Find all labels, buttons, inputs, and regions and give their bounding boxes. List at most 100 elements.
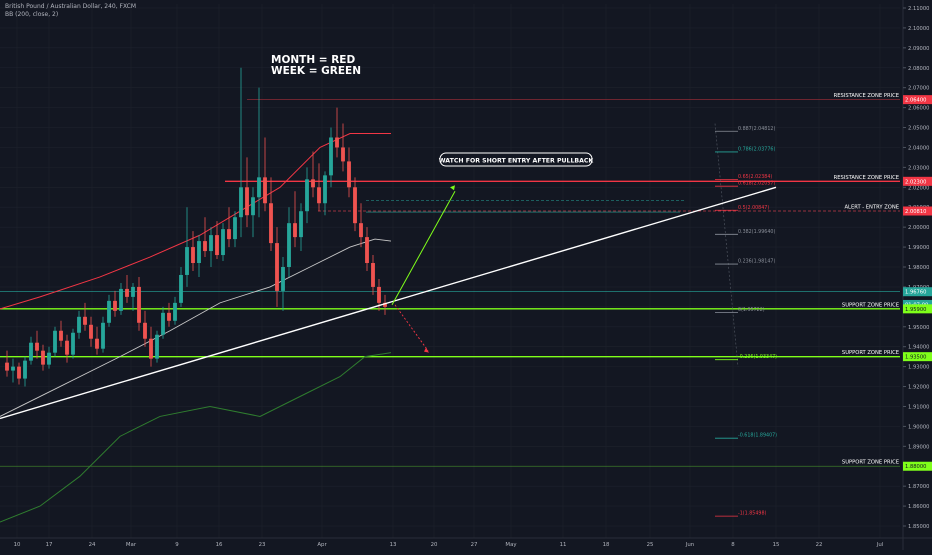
y-tick-label: 1.99000 bbox=[908, 245, 929, 251]
candle-body bbox=[17, 366, 21, 379]
y-tick-label: 1.91000 bbox=[908, 404, 929, 410]
candle-body bbox=[29, 342, 33, 361]
fib-level-label: 0.5(2.00847) bbox=[738, 205, 769, 211]
candle-body bbox=[65, 340, 69, 355]
candle-body bbox=[353, 187, 357, 224]
fib-level-label: -0.618(1.89407) bbox=[738, 433, 777, 439]
y-tick-label: 1.87000 bbox=[908, 484, 929, 490]
price-tag-label: 2.02300 bbox=[905, 179, 926, 185]
price-tag bbox=[903, 461, 932, 471]
candle-body bbox=[215, 235, 219, 256]
zone-label: SUPPORT ZONE PRICE bbox=[842, 350, 899, 356]
fib-level-label: -0.236(1.93347) bbox=[738, 354, 777, 360]
candle-body bbox=[341, 147, 345, 162]
y-tick-label: 2.03000 bbox=[908, 165, 929, 171]
x-tick-label: 25 bbox=[647, 542, 654, 548]
projection-arrow-head bbox=[450, 185, 455, 191]
chart-legend[interactable]: British Pound / Australian Dollar, 240, … bbox=[5, 3, 136, 19]
price-tag-label: 1.96760 bbox=[905, 290, 926, 296]
callout-box[interactable]: WATCH FOR SHORT ENTRY AFTER PULLBACK bbox=[439, 152, 594, 167]
candle-body bbox=[227, 229, 231, 240]
candle-body bbox=[239, 187, 243, 218]
candle-body bbox=[179, 274, 183, 303]
candle-body bbox=[275, 243, 279, 291]
fib-trendline bbox=[714, 123, 739, 367]
x-tick-label: 27 bbox=[471, 542, 478, 548]
candle-body bbox=[293, 223, 297, 238]
candle-body bbox=[299, 211, 303, 238]
x-tick-label: 20 bbox=[431, 542, 438, 548]
y-tick-label: 1.95000 bbox=[908, 325, 929, 331]
candle-body bbox=[185, 247, 189, 275]
x-tick-label: 15 bbox=[773, 542, 780, 548]
candle-body bbox=[131, 286, 135, 297]
fib-level-label: 0.382(1.99640) bbox=[738, 229, 775, 235]
y-tick-label: 2.07000 bbox=[908, 86, 929, 92]
symbol-info[interactable]: British Pound / Australian Dollar, 240, … bbox=[5, 3, 137, 10]
title-line-1: MONTH = RED bbox=[271, 54, 355, 66]
candle-body bbox=[233, 217, 237, 240]
zone-label: RESISTANCE ZONE PRICE bbox=[834, 175, 899, 181]
price-tag-label: 1.93500 bbox=[905, 355, 926, 361]
x-tick-label: 10 bbox=[14, 542, 21, 548]
ascending-trendline bbox=[0, 186, 777, 420]
projection-arrow-down bbox=[394, 304, 429, 351]
price-tag-label: 1.95900 bbox=[905, 307, 926, 313]
candle-body bbox=[83, 316, 87, 325]
bb-upper bbox=[0, 238, 392, 417]
title-line-2: WEEK = GREEN bbox=[271, 65, 361, 77]
y-tick-label: 2.04000 bbox=[908, 145, 929, 151]
projection-arrow-up bbox=[391, 191, 456, 306]
candle-body bbox=[77, 316, 81, 333]
candle-body bbox=[245, 187, 249, 216]
zone-label: RESISTANCE ZONE PRICE bbox=[834, 93, 899, 99]
price-tag bbox=[903, 95, 932, 105]
candle-body bbox=[251, 197, 255, 216]
candle-body bbox=[365, 237, 369, 264]
candle-body bbox=[359, 223, 363, 238]
candle-body bbox=[311, 179, 315, 188]
zone-label: ALERT - ENTRY ZONE bbox=[845, 205, 900, 211]
y-tick-label: 1.85000 bbox=[908, 524, 929, 530]
bb-lower bbox=[0, 352, 392, 523]
y-tick-label: 1.86000 bbox=[908, 504, 929, 510]
x-tick-label: Jul bbox=[876, 542, 884, 548]
price-tag-label: 2.00810 bbox=[905, 209, 926, 215]
y-tick-label: 1.94000 bbox=[908, 345, 929, 351]
candle-body bbox=[125, 288, 129, 297]
y-tick-label: 2.05000 bbox=[908, 126, 929, 132]
fib-level-label: 0.618(2.02057) bbox=[738, 181, 775, 187]
candle-body bbox=[113, 300, 117, 311]
x-tick-label: 9 bbox=[175, 542, 179, 548]
candle-body bbox=[167, 312, 171, 321]
candle-body bbox=[161, 312, 165, 335]
zone-label: SUPPORT ZONE PRICE bbox=[842, 302, 899, 308]
fib-level-label: 0.887(2.04812) bbox=[738, 126, 775, 132]
grid bbox=[0, 4, 900, 538]
fib-level-label: 0.65(2.02384) bbox=[738, 174, 772, 180]
x-tick-label: 23 bbox=[259, 542, 266, 548]
zones-layer: RESISTANCE ZONE PRICE RESISTANCE ZONE PRI… bbox=[0, 93, 900, 467]
candle-body bbox=[35, 342, 39, 351]
candle-body bbox=[107, 300, 111, 323]
candle-body bbox=[263, 177, 267, 204]
x-tick-label: 8 bbox=[731, 542, 735, 548]
indicator-info[interactable]: BB (200, close, 2) bbox=[5, 11, 59, 18]
candle-body bbox=[371, 263, 375, 287]
fib-level-label: 0(1.95722) bbox=[738, 307, 765, 313]
price-tag bbox=[903, 287, 932, 297]
y-tick-label: 2.09000 bbox=[908, 46, 929, 52]
candle-body bbox=[119, 288, 123, 311]
candle-body bbox=[149, 338, 153, 359]
y-tick-label: 1.89000 bbox=[908, 444, 929, 450]
candle-body bbox=[41, 350, 45, 365]
candle-body bbox=[323, 175, 327, 204]
candle-body bbox=[305, 179, 309, 212]
candle-body bbox=[53, 330, 57, 353]
x-tick-label: Jun bbox=[685, 542, 694, 548]
price-tag-label: 1.88000 bbox=[905, 464, 926, 470]
candle-body bbox=[191, 247, 195, 264]
price-tag bbox=[903, 304, 932, 314]
